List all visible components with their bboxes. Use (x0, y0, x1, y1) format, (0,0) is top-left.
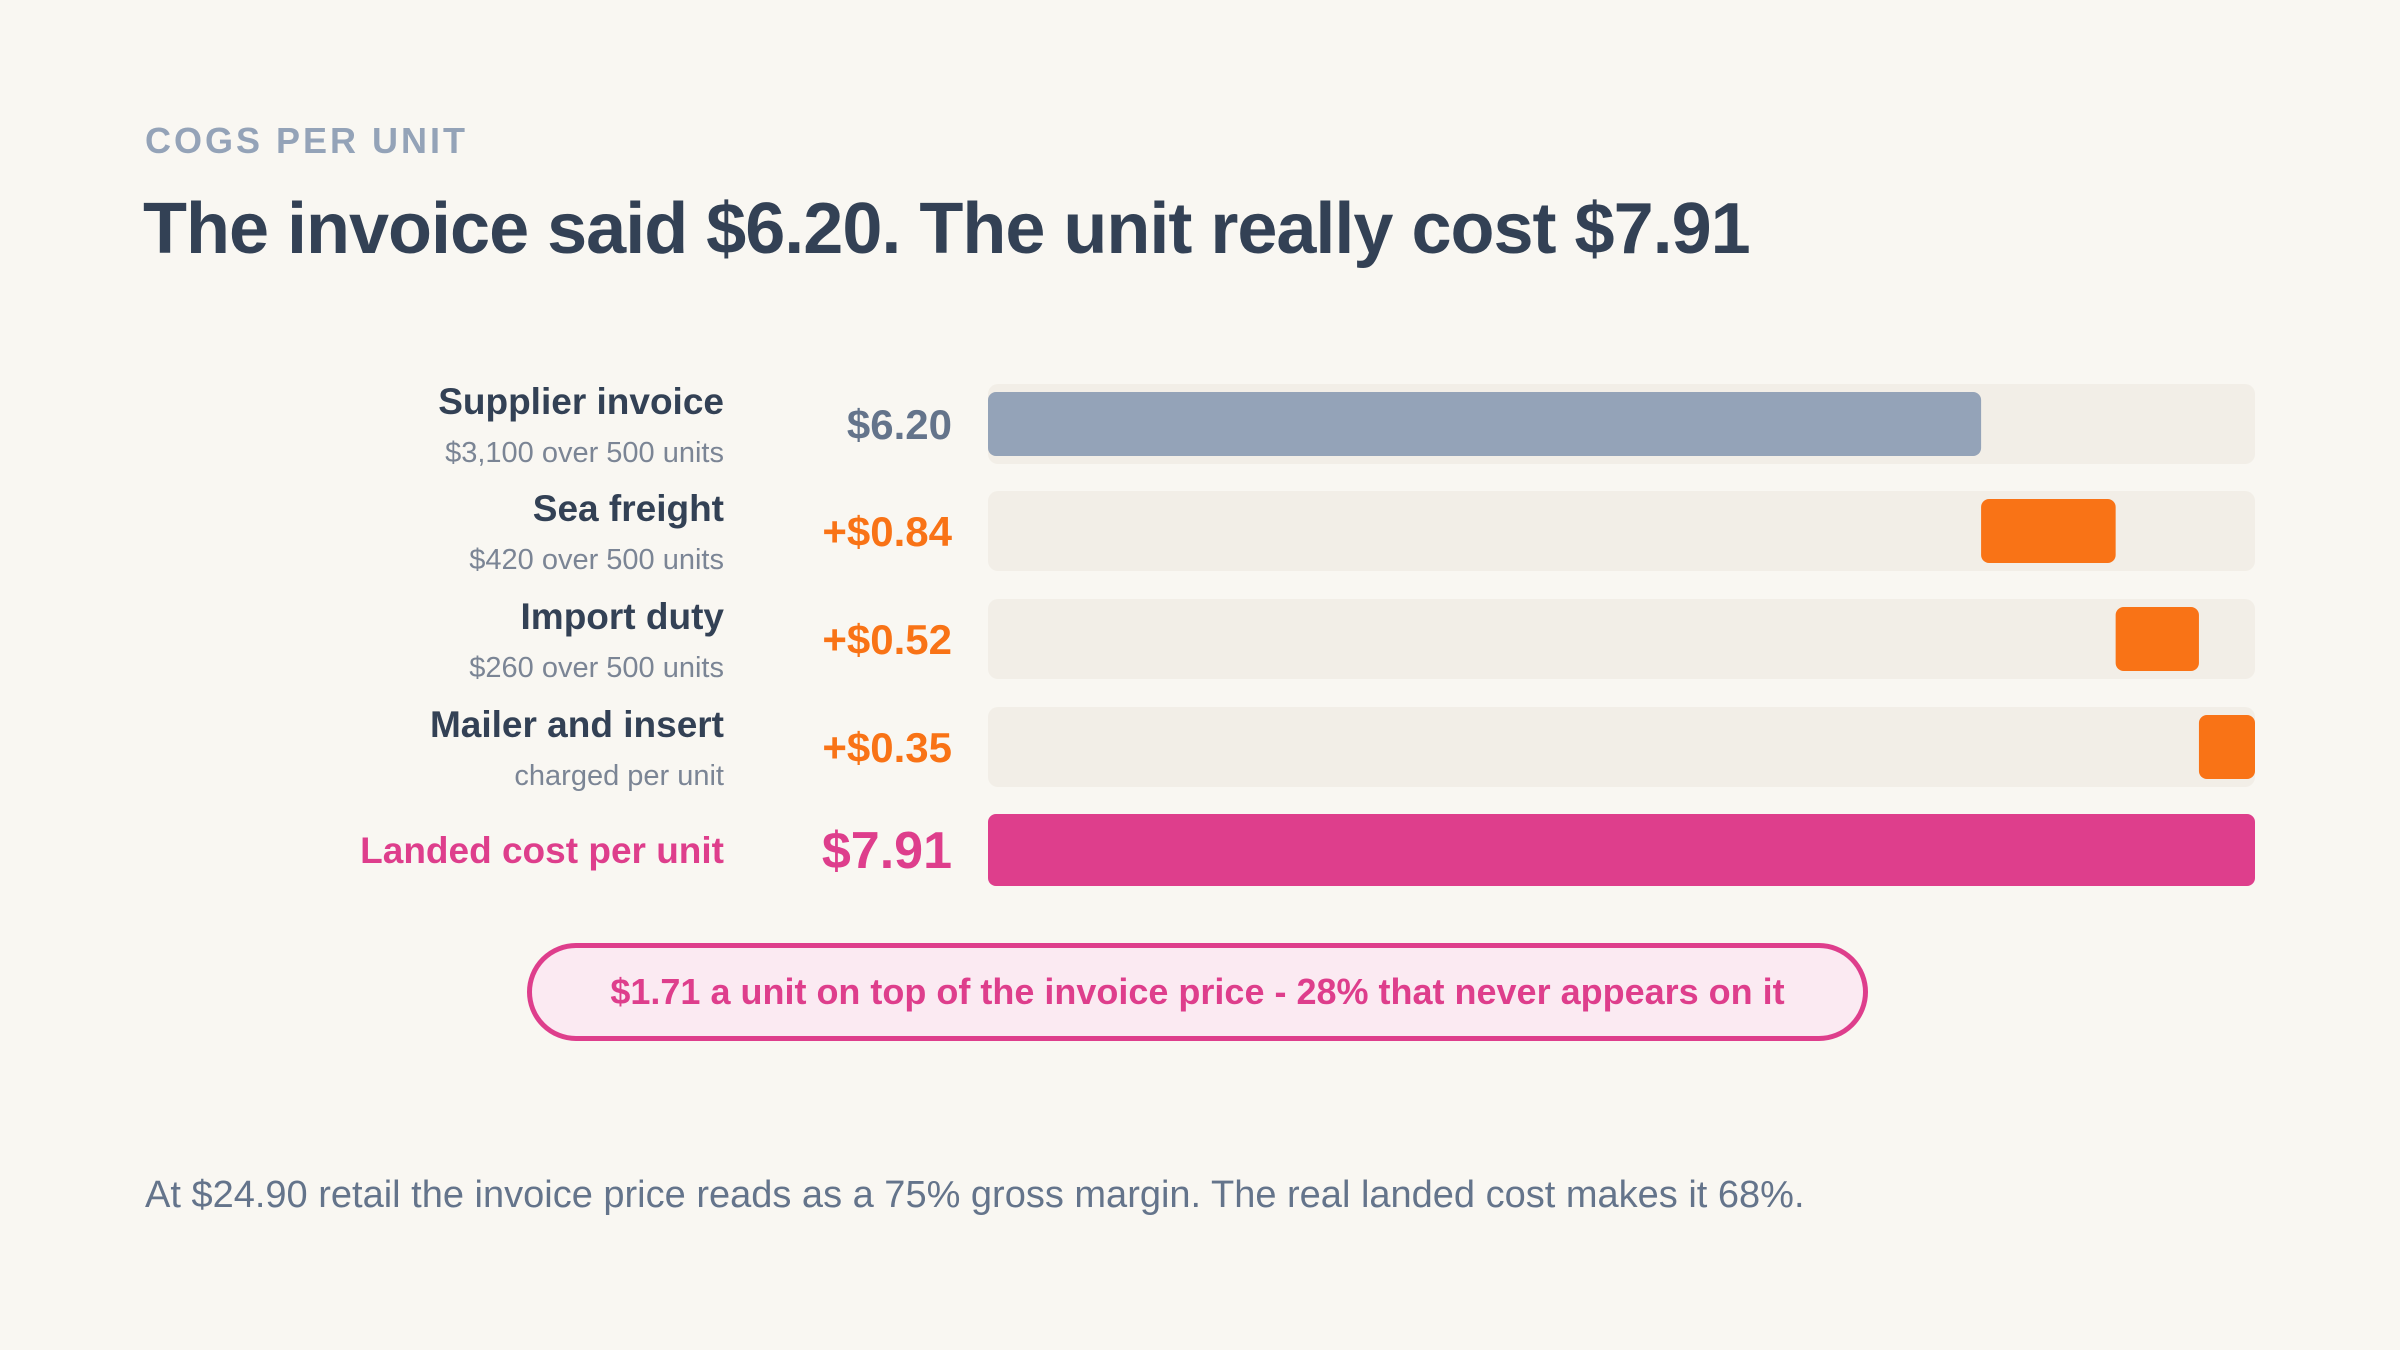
bar-total (988, 814, 2255, 886)
value-label: +$0.35 (822, 724, 952, 771)
row-sublabel: charged per unit (514, 760, 724, 792)
row-label: Landed cost per unit (360, 830, 724, 871)
bar-track (988, 491, 2255, 571)
waterfall-chart: Supplier invoice $3,100 over 500 units $6.… (360, 381, 2255, 886)
row-label: Sea freight (533, 488, 724, 529)
bar-track (988, 599, 2255, 679)
bar-add (1981, 499, 2116, 563)
callout-pill: $1.71 a unit on top of the invoice price… (527, 943, 1868, 1041)
value-label: $7.91 (822, 822, 952, 880)
value-label: +$0.52 (822, 616, 952, 663)
row-label: Mailer and insert (430, 704, 724, 745)
footnote: At $24.90 retail the invoice price reads… (145, 1174, 1805, 1216)
row-label: Supplier invoice (438, 381, 724, 422)
row-sublabel: $420 over 500 units (469, 544, 724, 576)
chart-title: The invoice said $6.20. The unit really … (143, 189, 1751, 269)
bar-base (988, 392, 1982, 456)
row-sublabel: $3,100 over 500 units (445, 437, 724, 469)
bar-track (988, 707, 2255, 787)
value-label: +$0.84 (822, 508, 952, 555)
bar-add (2198, 715, 2255, 779)
row-sublabel: $260 over 500 units (469, 652, 724, 684)
row-label: Import duty (521, 596, 725, 637)
bar-add (2115, 607, 2199, 671)
value-label: $6.20 (847, 401, 952, 448)
chart-eyebrow: COGS PER UNIT (145, 120, 469, 161)
